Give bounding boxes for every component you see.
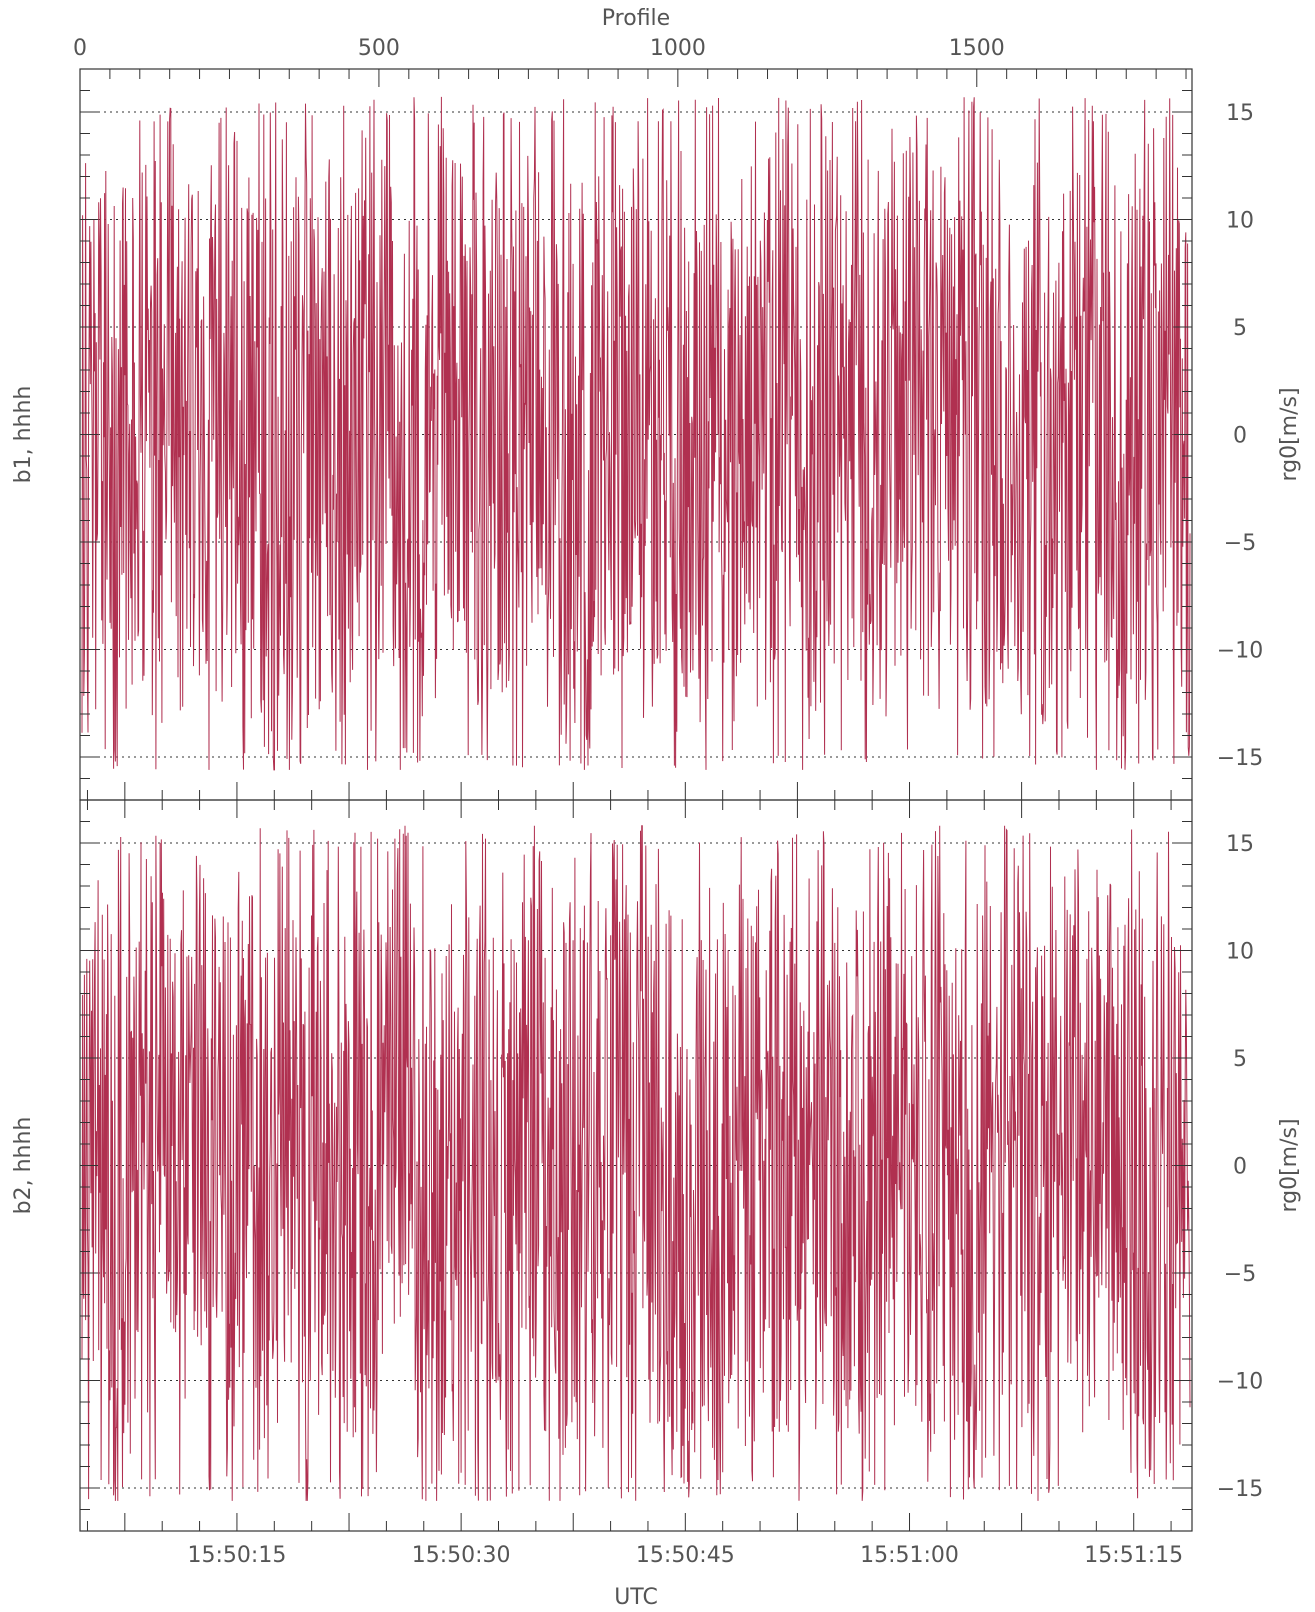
ytick-label: 5	[1233, 1047, 1247, 1072]
top-tick-label: 1000	[650, 36, 706, 61]
ytick-label: −10	[1217, 1370, 1263, 1395]
x-axis-title: UTC	[614, 1585, 658, 1610]
right-axis-label: rg0[m/s]	[1277, 387, 1302, 481]
ytick-label: −10	[1217, 639, 1263, 664]
xtick-label: 15:50:45	[636, 1543, 735, 1568]
left-axis-label: b1, hhhh	[11, 386, 36, 484]
xtick-label: 15:51:15	[1084, 1543, 1183, 1568]
top-axis-title: Profile	[602, 6, 670, 31]
right-axis-label: rg0[m/s]	[1277, 1118, 1302, 1212]
ytick-label: 10	[1226, 209, 1254, 234]
top-tick-label: 1500	[949, 36, 1005, 61]
ytick-label: 15	[1226, 101, 1254, 126]
xtick-label: 15:50:30	[412, 1543, 511, 1568]
top-tick-label: 0	[73, 36, 87, 61]
ytick-label: 0	[1233, 424, 1247, 449]
ytick-label: −15	[1217, 746, 1263, 771]
ytick-label: −5	[1224, 1262, 1256, 1287]
ytick-label: 10	[1226, 940, 1254, 965]
label-layer: 15 10 5 0 −10 −5 −15 b1, hhhh rg0[m/s] 0 500 1000 15…	[11, 6, 1302, 1610]
ytick-label: 15	[1226, 832, 1254, 857]
ytick-label: −5	[1224, 531, 1256, 556]
series-layer	[81, 96, 1191, 1501]
top-tick-label: 500	[358, 36, 400, 61]
left-axis-label: b2, hhhh	[11, 1117, 36, 1215]
axes-layer	[79, 68, 1193, 1532]
xtick-label: 15:51:00	[860, 1543, 959, 1568]
ytick-label: −15	[1217, 1477, 1263, 1502]
ytick-label: 0	[1233, 1155, 1247, 1180]
series-line-1	[81, 96, 1191, 771]
xtick-label: 15:50:15	[188, 1543, 287, 1568]
series-line-2	[81, 825, 1191, 1501]
ytick-label: 5	[1233, 316, 1247, 341]
